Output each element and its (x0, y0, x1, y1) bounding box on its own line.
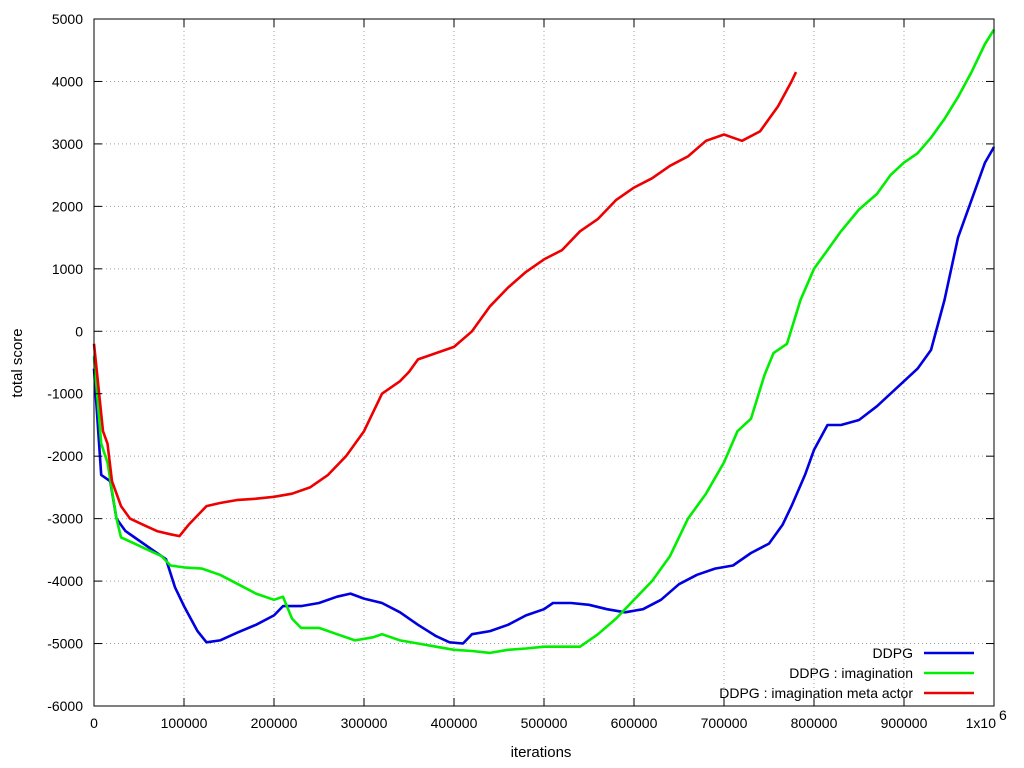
x-tick-label: 200000 (251, 715, 298, 731)
y-tick-label: 3000 (52, 136, 83, 152)
y-tick-label: -5000 (47, 636, 83, 652)
legend-label: DDPG : imagination meta actor (719, 685, 913, 701)
plot-frame (93, 18, 995, 707)
grid (94, 19, 994, 706)
series-lines (92, 28, 996, 655)
legend-label: DDPG (873, 645, 913, 661)
x-tick-label: 0 (90, 715, 98, 731)
x-tick-label: 800000 (791, 715, 838, 731)
y-tick-label: 0 (75, 323, 83, 339)
series-line-1 (92, 146, 996, 645)
y-tick-label: 1000 (52, 261, 83, 277)
x-tick-label: 100000 (161, 715, 208, 731)
y-tick-label: -2000 (47, 448, 83, 464)
x-tick-label: 400000 (431, 715, 478, 731)
series-line-3 (92, 71, 798, 538)
x-tick-label: 700000 (701, 715, 748, 731)
y-tick-label: 5000 (52, 11, 83, 27)
x-tick-label: 500000 (521, 715, 568, 731)
x-tick-label: 900000 (881, 715, 928, 731)
legend: DDPG DDPG : imagination DDPG : imagination… (719, 645, 974, 701)
y-tick-label: 2000 (52, 198, 83, 214)
series-line-2 (92, 28, 996, 655)
y-axis-label: total score (9, 328, 26, 397)
x-axis-tick-labels: 0 100000 200000 300000 400000 500000 600000 700… (90, 715, 996, 731)
y-tick-label: -3000 (47, 511, 83, 527)
x-axis-label: iterations (511, 744, 572, 761)
x-tick-label: 300000 (341, 715, 388, 731)
y-tick-label: -6000 (47, 698, 83, 714)
legend-label: DDPG : imagination (789, 665, 913, 681)
y-tick-label: -1000 (47, 386, 83, 402)
x-tick-label: 1x10 (966, 715, 997, 731)
y-tick-label: 4000 (52, 73, 83, 89)
axis-ticks (93, 18, 995, 707)
y-tick-label: -4000 (47, 573, 83, 589)
x-axis-exponent: 6 (999, 707, 1007, 723)
x-tick-label: 600000 (611, 715, 658, 731)
y-axis-tick-labels: -6000 -5000 -4000 -3000 -2000 -1000 0 1000 2000 3… (47, 11, 83, 714)
